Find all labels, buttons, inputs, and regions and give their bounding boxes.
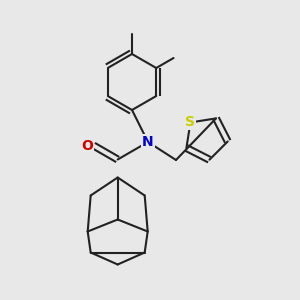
Text: O: O bbox=[82, 139, 93, 152]
Text: N: N bbox=[142, 135, 154, 149]
Text: S: S bbox=[185, 116, 195, 129]
